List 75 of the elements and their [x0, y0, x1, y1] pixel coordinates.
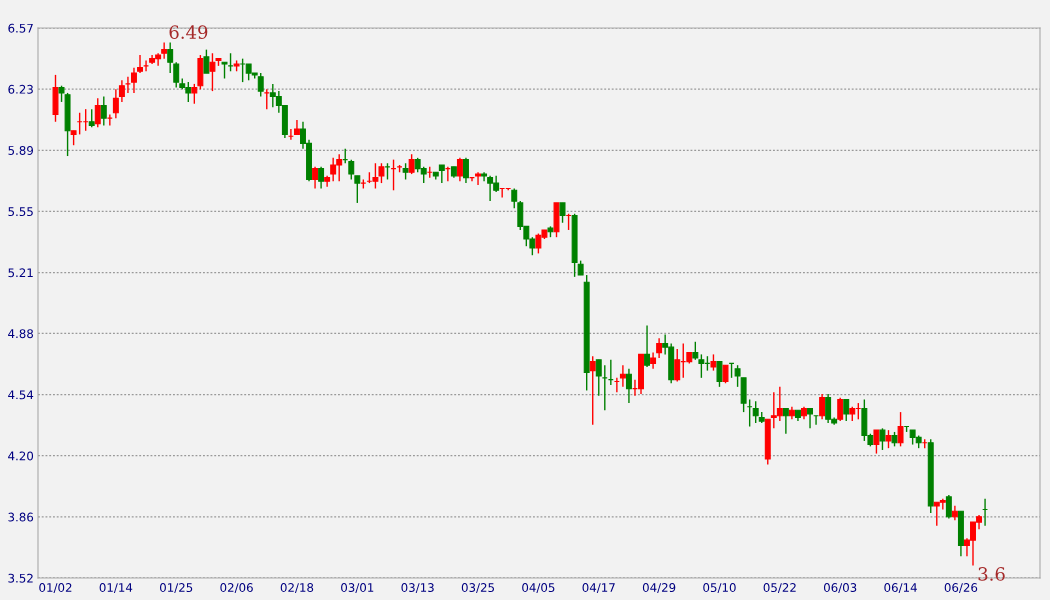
candlestick	[161, 41, 168, 60]
candlestick	[100, 95, 107, 127]
x-tick-label: 03/25	[461, 583, 495, 593]
candlestick	[625, 368, 632, 404]
candlestick	[885, 429, 892, 449]
candlestick	[595, 359, 602, 397]
x-tick-label: 01/25	[160, 583, 193, 593]
candlestick	[819, 393, 826, 421]
y-tick-label: 4.54	[8, 390, 34, 400]
candlestick	[348, 158, 355, 181]
candlestick	[656, 337, 663, 359]
candlestick	[378, 162, 385, 184]
x-tick-label: 06/03	[823, 583, 857, 593]
candlestick	[94, 97, 101, 128]
x-tick-label: 04/17	[582, 583, 615, 593]
candlestick	[167, 41, 174, 74]
candlestick	[312, 166, 319, 190]
candlestick	[118, 79, 125, 103]
candlestick	[559, 202, 566, 224]
candlestick	[873, 429, 880, 455]
x-tick-label: 04/29	[642, 583, 676, 593]
y-tick-label: 3.86	[8, 512, 34, 522]
annotation: 3.6	[978, 567, 1005, 581]
candlestick	[897, 411, 904, 448]
candlestick	[734, 364, 741, 388]
candlestick	[137, 54, 143, 74]
x-tick-label: 05/22	[763, 583, 796, 593]
candlestick	[752, 400, 759, 424]
candlestick	[462, 157, 469, 184]
candlestick	[318, 166, 325, 190]
candlestick	[354, 175, 361, 204]
candlestick	[408, 153, 415, 175]
candlestick	[203, 48, 210, 74]
candlestick	[722, 364, 729, 384]
candlestick	[227, 52, 234, 72]
candlestick	[511, 187, 518, 210]
candlestick	[716, 360, 723, 388]
candlestick	[589, 355, 596, 426]
candlestick	[263, 88, 270, 110]
y-tick-label: 3.52	[8, 573, 33, 583]
candlestick	[131, 66, 137, 94]
candlestick	[438, 164, 445, 184]
x-tick-label: 03/13	[401, 583, 434, 593]
x-tick-label: 01/14	[99, 583, 133, 593]
candlestick	[257, 72, 264, 98]
candlestick	[191, 83, 198, 105]
x-tick-label: 02/18	[280, 583, 314, 593]
x-tick-label: 03/01	[341, 583, 374, 593]
x-tick-label: 05/10	[703, 583, 736, 593]
annotation: 6.49	[169, 25, 208, 39]
y-tick-label: 6.57	[8, 23, 33, 33]
y-tick-label: 5.89	[8, 145, 33, 155]
candlestick	[475, 171, 482, 186]
x-tick-label: 06/26	[944, 583, 978, 593]
candlestick	[112, 88, 119, 119]
x-tick-label: 04/05	[522, 583, 555, 593]
x-tick-label: 01/02	[39, 583, 72, 593]
candlestick	[843, 398, 850, 422]
candlestick	[644, 324, 651, 368]
x-tick-label: 06/14	[884, 583, 917, 593]
candlestick	[807, 407, 813, 430]
candlestick	[782, 407, 789, 435]
candlestick	[456, 157, 463, 182]
y-tick-label: 5.21	[8, 268, 33, 278]
candlestick	[88, 108, 95, 128]
y-tick-label: 4.88	[8, 329, 34, 339]
candlestick	[173, 61, 180, 89]
candlestick	[692, 341, 699, 361]
candlestick	[945, 494, 952, 520]
y-tick-label: 5.55	[8, 207, 33, 217]
candlestick	[837, 396, 844, 422]
candlestick	[879, 427, 886, 451]
x-tick-label: 02/06	[220, 583, 253, 593]
y-tick-label: 4.20	[8, 451, 34, 461]
y-tick-label: 6.23	[8, 84, 33, 94]
